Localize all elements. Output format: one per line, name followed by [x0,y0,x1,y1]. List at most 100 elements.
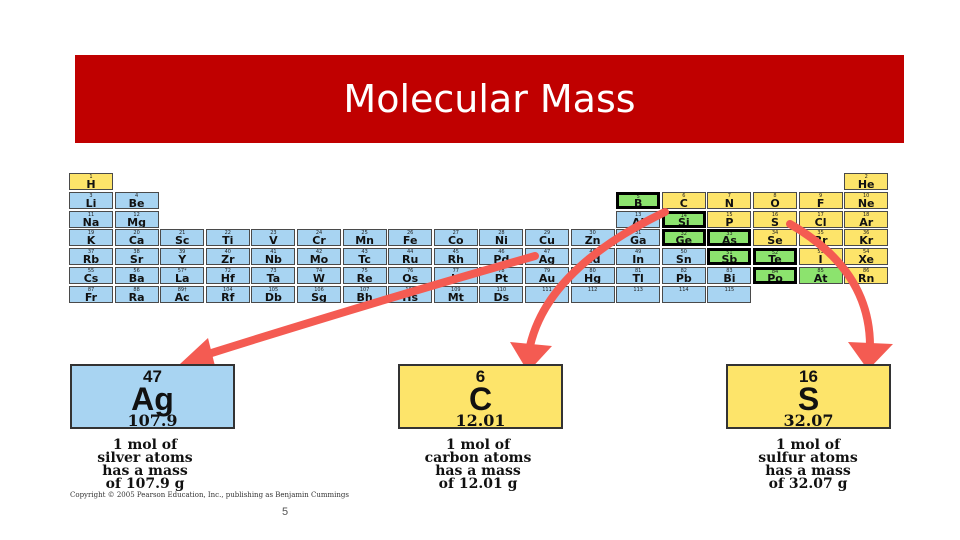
element-cell-sg: 106 Sg [297,285,341,303]
element-number: 55 [87,268,95,274]
element-cell-y: 39 Y [160,248,205,266]
element-symbol: Tl [632,272,644,284]
element-cell-at: 85 At [798,267,843,284]
element-number: 4 [135,192,139,199]
element-cell-os: 76 Os [388,267,433,284]
element-number: 14 [680,212,687,219]
element-cell-cd: 48 Cd [570,248,615,266]
element-cell-114: 114 [661,285,706,303]
caption-line: of 107.9 g [105,476,185,492]
element-symbol: S [771,215,779,228]
element-number: 38 [133,249,140,256]
element-number: 7 [727,192,731,199]
element-number: 21 [179,230,186,237]
element-cell-nb: 41 Nb [251,248,296,266]
element-cell-ds: 110 Ds [479,285,524,303]
element-cell-in: 49 In [616,248,661,266]
element-cell-mg: 12 Mg [114,210,159,228]
element-symbol: Ag [538,253,556,266]
element-symbol: Be [128,196,145,209]
element-symbol: Ds [493,290,510,303]
element-cell-hf: 72 Hf [205,267,250,284]
element-symbol: Al [632,215,645,228]
caption-carbon: 1 mol of carbon atoms has a mass of 12.0… [378,438,578,492]
element-cell-re: 75 Re [342,267,387,284]
page-number: 5 [282,506,289,518]
element-number: 83 [726,268,733,274]
caption-silver: 1 mol of silver atoms has a mass of 107.… [45,437,245,492]
element-cell-pd: 46 Pd [479,248,524,266]
element-number: 50 [680,249,687,256]
element-cell-tl: 81 Tl [616,267,661,284]
element-symbol: Pt [494,272,509,284]
element-cell-fe: 26 Fe [388,229,433,247]
caption-line: sulfur atoms [758,450,858,466]
copyright-notice: Copyright © 2005 Pearson Education, Inc.… [70,491,349,499]
atomic-number: 6 [475,367,486,386]
element-number: 32 [680,231,687,238]
element-number: 10 [863,192,870,199]
element-cell-ge: 32 Ge [661,229,706,247]
element-cell-ar: 18 Ar [844,210,889,228]
element-symbol: In [632,253,645,266]
element-cell-cu: 29 Cu [525,229,569,247]
element-symbol: Xe [858,253,875,266]
element-number: 28 [498,230,505,237]
element-symbol: Po [767,272,783,284]
element-cell-al: 13 Al [616,210,661,228]
element-symbol: Ca [128,234,145,247]
element-cell-115: 115 [707,285,752,303]
element-symbol: Fe [402,234,418,247]
element-symbol: Ra [128,290,145,303]
element-symbol: Zn [584,234,601,247]
element-symbol: Hg [584,272,602,284]
element-card-carbon: 6 C 12.01 [398,364,563,429]
element-symbol: Ni [494,234,508,247]
element-number: 39 [179,249,186,256]
element-cell-cr: 24 Cr [297,229,341,247]
element-cell-zr: 40 Zr [205,248,250,266]
element-symbol: Os [402,272,419,284]
element-symbol: Li [85,196,97,209]
element-cell-si: 14 Si [661,210,706,228]
element-number: 3 [89,192,93,199]
element-cell-se: 34 Se [753,229,797,247]
element-cell-sn: 50 Sn [661,248,706,266]
element-number: 11 [87,211,95,218]
element-cell-as: 33 As [707,229,752,247]
element-symbol: Ar [859,215,874,228]
element-number: 33 [726,231,733,238]
element-number: 34 [771,230,779,237]
element-number: 20 [133,230,140,237]
element-symbol: Bh [356,290,373,303]
element-number: 5 [636,193,640,200]
element-symbol: Co [447,234,464,247]
element-cell-ni: 28 Ni [479,229,524,247]
element-symbol: Fr [84,290,98,303]
element-number: 24 [315,230,323,237]
element-symbol: P [725,215,734,228]
element-cell-ag: 47 Ag [525,248,569,266]
element-symbol: La [174,272,190,284]
element-number: 23 [270,230,277,237]
element-symbol: Kr [859,234,874,247]
element-cell-la: 57* La [160,267,205,284]
element-symbol: Rf [221,290,235,303]
element-cell-rf: 104 Rf [205,285,250,303]
element-number: 57* [177,268,187,274]
element-symbol: Ta [266,272,281,284]
caption-line: of 12.01 g [438,476,518,492]
element-symbol: Pb [675,272,692,284]
element-symbol: Ne [857,196,875,209]
element-symbol: Mg [127,215,146,228]
title-banner: Molecular Mass [75,55,904,143]
element-symbol: Ir [451,272,461,284]
caption-line: 1 mol of [112,437,178,453]
caption-sulfur: 1 mol of sulfur atoms has a mass of 32.0… [708,438,908,491]
element-cell-rn: 86 Rn [844,267,889,284]
element-symbol: Hf [220,272,235,284]
element-number: 2 [864,174,868,180]
element-cell-ca: 20 Ca [114,229,159,247]
element-symbol: Cu [539,234,555,247]
